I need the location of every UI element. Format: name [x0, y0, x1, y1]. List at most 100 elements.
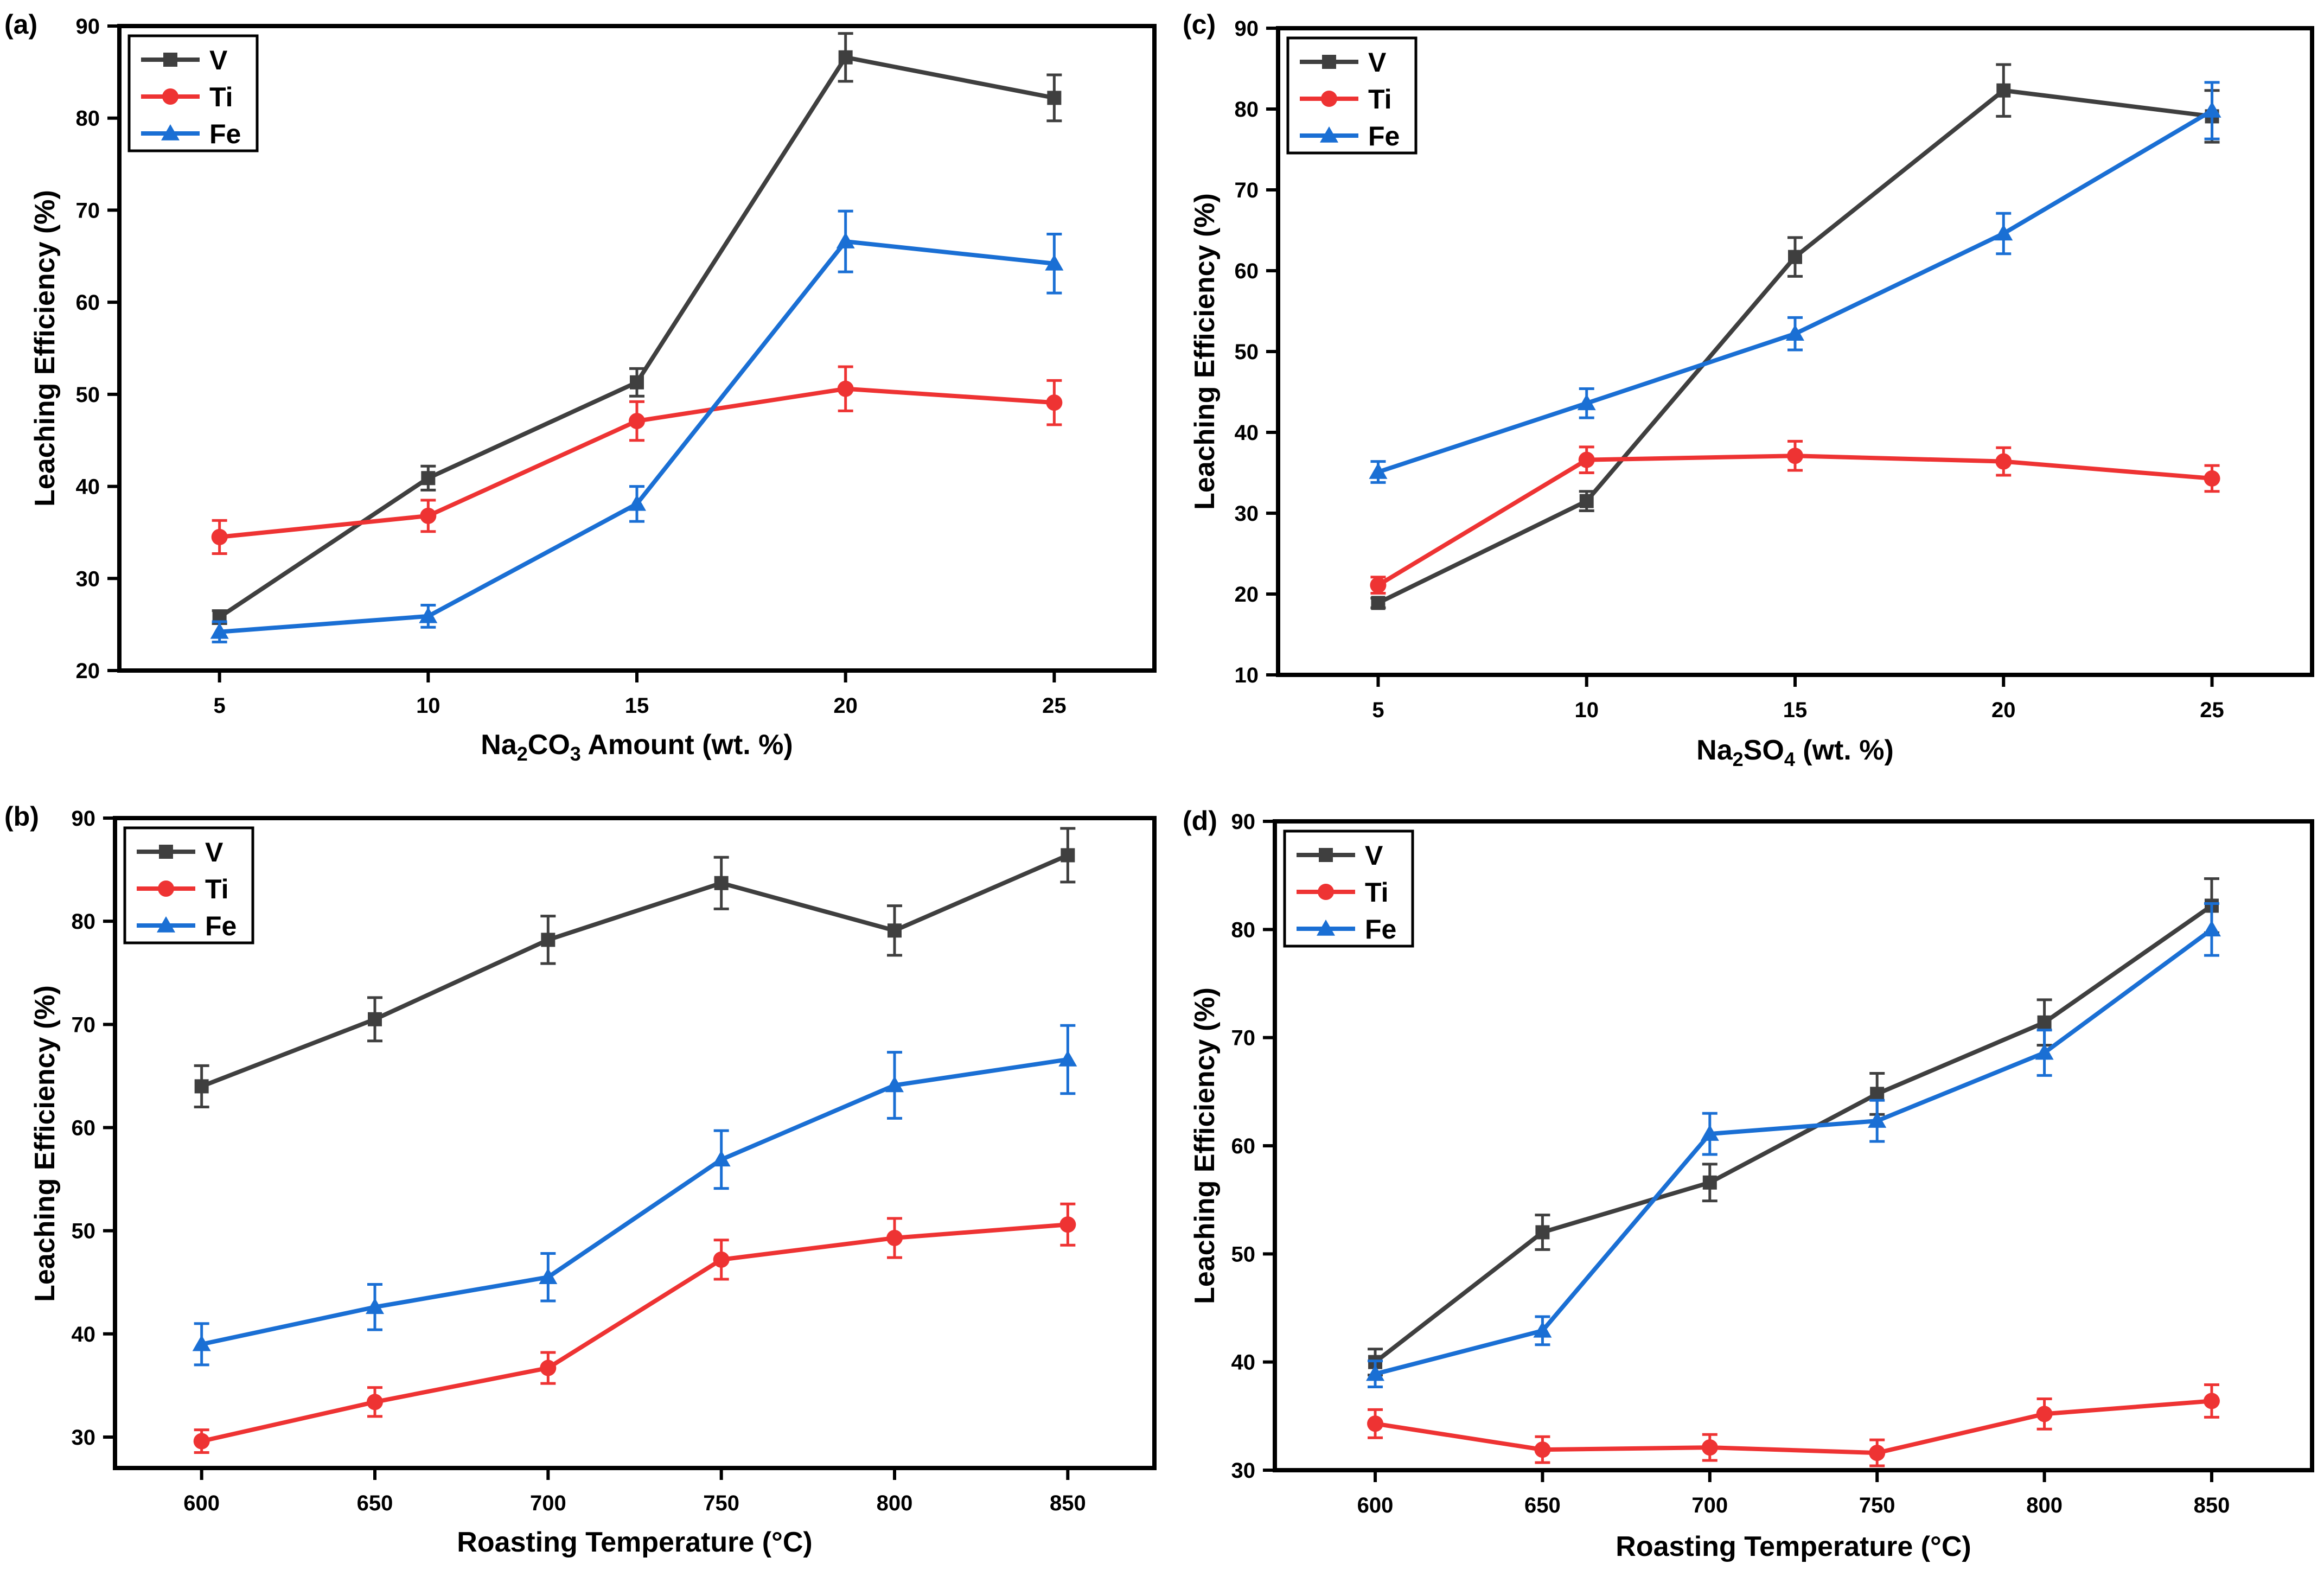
y-tick-label: 70: [76, 199, 100, 222]
data-point: [1058, 1050, 1077, 1067]
data-point: [885, 1076, 904, 1093]
legend: V Ti Fe: [1286, 36, 1418, 155]
panel-label: (c): [1183, 9, 1216, 40]
legend-marker: [1322, 55, 1336, 69]
x-tick-label: 5: [1372, 698, 1384, 722]
legend-marker: [1317, 920, 1335, 936]
y-tick-label: 90: [1231, 810, 1256, 834]
panel-label: (d): [1183, 806, 1217, 836]
series-Fe: [1366, 902, 2221, 1389]
legend-marker: [159, 845, 173, 859]
data-point: [1702, 1175, 1717, 1190]
legend: V Ti Fe: [1283, 829, 1414, 948]
data-point: [541, 933, 556, 947]
data-point: [193, 1433, 210, 1450]
data-point: [2203, 1393, 2220, 1409]
x-axis-title-part: Na: [1696, 735, 1733, 766]
y-tick-label: 70: [1235, 178, 1259, 202]
panel-label: (a): [4, 9, 37, 40]
data-point: [713, 1251, 730, 1268]
x-tick-label: 15: [625, 694, 649, 718]
x-tick-label: 750: [1859, 1494, 1895, 1517]
data-point: [1059, 1216, 1076, 1233]
y-tick-label: 20: [1235, 583, 1259, 607]
legend-label: V: [209, 45, 228, 75]
y-tick-label: 10: [1235, 663, 1259, 687]
x-tick-label: 600: [1357, 1494, 1394, 1517]
data-point: [1579, 494, 1594, 508]
y-tick-label: 30: [1231, 1459, 1256, 1483]
data-point: [1868, 1112, 1887, 1128]
legend-label: Ti: [205, 874, 229, 904]
series-line: [1377, 109, 2213, 474]
legend-marker: [1318, 884, 1334, 900]
y-tick-label: 90: [76, 15, 100, 39]
y-tick-label: 60: [76, 291, 100, 315]
x-axis-title: Roasting Temperature (°C): [1616, 1531, 1971, 1562]
series-line: [1377, 454, 2212, 588]
x-axis-title: Roasting Temperature (°C): [457, 1527, 812, 1558]
data-point: [1534, 1441, 1551, 1458]
data-point: [2035, 1043, 2054, 1060]
y-tick-label: 40: [72, 1323, 96, 1346]
data-point: [210, 622, 229, 639]
y-tick-label: 80: [76, 107, 100, 131]
data-point: [888, 923, 902, 938]
y-tick-label: 50: [72, 1220, 96, 1243]
series-V: [1370, 63, 2220, 610]
y-tick-label: 80: [1235, 98, 1259, 122]
legend-marker: [161, 124, 180, 141]
x-tick-label: 20: [833, 694, 858, 718]
legend-label: V: [1365, 840, 1383, 871]
data-point: [1366, 1364, 1385, 1381]
series-Fe: [210, 209, 1064, 643]
y-axis-title: Leaching Efficiency (%): [1189, 193, 1221, 510]
data-point: [1533, 1321, 1552, 1338]
y-tick-label: 70: [1231, 1026, 1256, 1050]
data-point: [194, 1079, 209, 1094]
y-axis-title: Leaching Efficiency (%): [29, 190, 61, 507]
data-point: [1046, 394, 1063, 411]
plot-frame: [1273, 819, 2314, 1472]
y-tick-label: 70: [72, 1013, 96, 1037]
y-tick-label: 60: [1231, 1134, 1256, 1158]
data-point: [838, 50, 853, 65]
data-point: [629, 413, 645, 430]
x-tick-label: 800: [2026, 1494, 2063, 1517]
legend: V Ti Fe: [127, 34, 259, 152]
y-tick-label: 40: [1235, 421, 1259, 445]
y-tick-label: 40: [1231, 1351, 1256, 1375]
y-tick-label: 90: [1235, 17, 1259, 41]
x-tick-label: 10: [1574, 698, 1599, 722]
series-line: [218, 55, 1055, 619]
x-axis-title-part: (wt. %): [1795, 735, 1894, 766]
legend-marker: [1320, 126, 1338, 143]
x-tick-label: 650: [1524, 1494, 1561, 1517]
x-tick-label: 20: [1991, 698, 2016, 722]
data-point: [211, 528, 228, 545]
y-tick-label: 60: [1235, 259, 1259, 283]
data-point: [630, 375, 644, 390]
x-tick-label: 850: [2194, 1494, 2230, 1517]
panel-label: (b): [4, 801, 39, 832]
chart-panel: (b) 600 650 700 750 800 850 30 40 50 60 70 80 90 Leach…: [4, 801, 1157, 1558]
legend: V Ti Fe: [123, 826, 254, 944]
legend-marker: [158, 880, 174, 897]
series-Ti: [211, 365, 1063, 555]
data-point: [1787, 448, 1803, 464]
x-tick-label: 700: [1691, 1494, 1728, 1517]
series-Ti: [1370, 439, 2220, 595]
x-tick-label: 25: [2200, 698, 2224, 722]
y-tick-label: 20: [76, 659, 100, 683]
data-point: [1370, 577, 1387, 593]
data-point: [2037, 1015, 2052, 1030]
data-point: [2204, 470, 2220, 487]
data-point: [837, 380, 854, 397]
x-tick-label: 15: [1783, 698, 1808, 722]
legend-label: V: [205, 837, 224, 867]
y-tick-label: 30: [76, 567, 100, 591]
series-line: [201, 853, 1069, 1089]
data-point: [539, 1268, 558, 1284]
y-tick-label: 60: [72, 1116, 96, 1140]
